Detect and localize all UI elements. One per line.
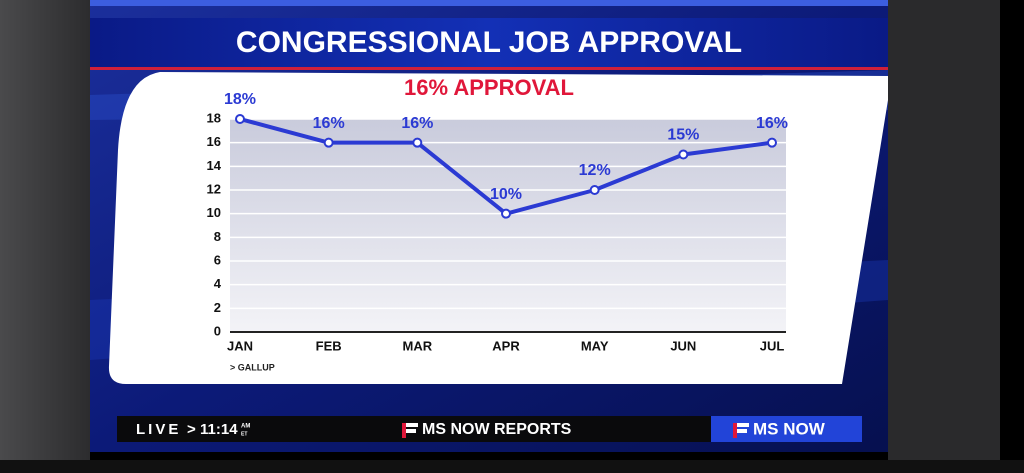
data-point	[412, 137, 423, 148]
logo-accent	[733, 423, 737, 438]
data-point	[235, 114, 245, 124]
y-tick-label: 6	[214, 252, 221, 267]
data-label: 10%	[490, 186, 522, 203]
y-tick-label: 12	[207, 181, 221, 196]
data-label: 16%	[313, 115, 345, 132]
source: > GALLUP	[230, 362, 275, 372]
chart-subtitle: 16% APPROVAL	[404, 75, 574, 100]
data-point	[323, 137, 334, 148]
title-bar	[90, 18, 888, 68]
x-tick-label: MAY	[581, 338, 609, 353]
time-separator: >	[187, 421, 196, 438]
data-label: 16%	[401, 115, 433, 132]
x-tick-label: JUN	[670, 338, 696, 353]
data-point	[501, 208, 511, 219]
y-tick-label: 14	[207, 158, 222, 173]
data-point	[767, 137, 777, 148]
data-point	[678, 149, 689, 160]
y-tick-label: 16	[207, 134, 221, 149]
y-tick-label: 2	[214, 300, 221, 315]
data-label: 15%	[667, 127, 699, 144]
plot: 0 2 4 6 8 10 12 14 16 18 JAN FEB MAR APR MAY JUN JUL 18% 1…	[207, 91, 788, 353]
bottom-bezel	[0, 460, 1024, 473]
live-label: LIVE	[136, 421, 181, 438]
network-name: MS NOW	[753, 419, 826, 438]
logo-accent	[402, 423, 406, 438]
data-point	[589, 185, 600, 195]
top-stripe	[90, 0, 888, 6]
data-label: 12%	[579, 162, 611, 179]
y-tick-label: 10	[207, 205, 221, 220]
program-name: MS NOW REPORTS	[422, 421, 572, 438]
chart-title: CONGRESSIONAL JOB APPROVAL	[236, 26, 742, 59]
left-bezel	[0, 0, 90, 460]
meridiem: AM	[241, 424, 250, 430]
x-tick-label: FEB	[316, 338, 342, 353]
x-tick-label: JUL	[760, 338, 785, 353]
data-label: 18%	[224, 91, 256, 108]
x-tick-label: MAR	[403, 338, 433, 353]
title-rule	[90, 67, 888, 70]
y-tick-label: 8	[214, 229, 221, 244]
y-tick-label: 4	[214, 276, 222, 291]
x-tick-label: JAN	[227, 338, 253, 353]
y-tick-label: 18	[207, 110, 221, 125]
data-label: 16%	[756, 115, 788, 132]
x-tick-label: APR	[492, 338, 520, 353]
time: 11:14	[200, 421, 238, 438]
y-tick-label: 0	[214, 323, 221, 338]
right-bezel	[888, 0, 1000, 460]
time-zone: ET	[241, 431, 247, 437]
